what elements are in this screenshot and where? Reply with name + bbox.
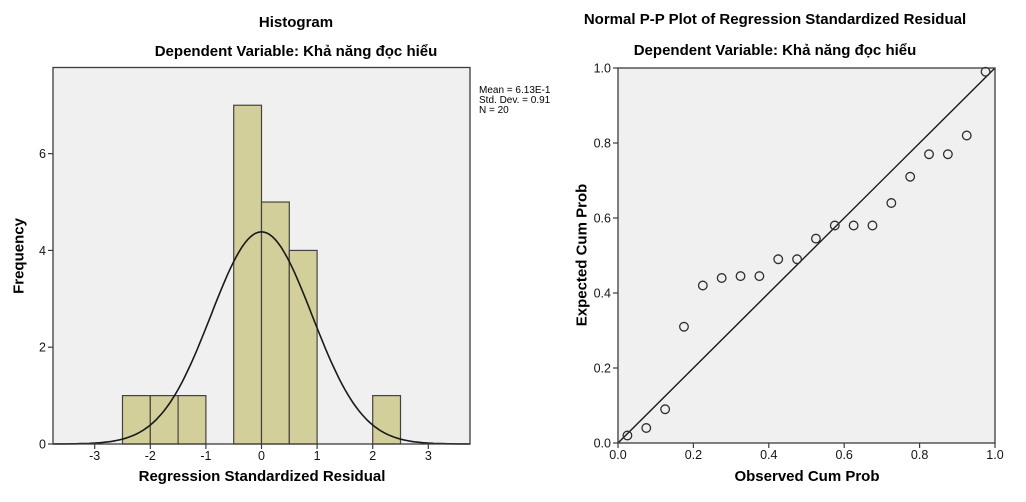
x-tick-label: 1 <box>314 449 321 463</box>
x-tick-label: 0.6 <box>836 448 853 462</box>
histogram-bar <box>260 201 290 445</box>
stat-mean: Mean = 6.13E-1 <box>479 86 551 96</box>
y-tick-label: 0.0 <box>594 437 611 451</box>
diagonal-reference-line <box>617 67 996 444</box>
x-tick-label: 3 <box>425 449 432 463</box>
pp-point <box>848 220 859 231</box>
pp-point <box>660 404 671 415</box>
histogram-yaxis-label: Frequency <box>10 218 28 294</box>
histogram-stats-block: Mean = 6.13E-1 Std. Dev. = 0.91 N = 20 <box>479 86 559 116</box>
histogram-plot: -3 -2 -1 0 1 2 3 0 2 4 6 <box>39 66 471 463</box>
pp-point <box>905 171 916 182</box>
pp-plot-chart: 0.0 0.2 0.4 0.6 0.8 1.0 0.0 0.2 0.4 0.6 0.8 1.0 Nor… <box>513 0 1026 502</box>
pp-point <box>773 254 784 265</box>
pp-point <box>924 149 934 160</box>
histogram-xaxis-label: Regression Standardized Residual <box>138 468 386 485</box>
x-tick-label: 0 <box>258 449 265 463</box>
y-tick-label: 1.0 <box>594 62 611 76</box>
pp-point <box>792 254 803 265</box>
pp-point <box>697 280 708 291</box>
x-tick-label: -1 <box>200 449 211 463</box>
pp-plot-xaxis-label: Observed Cum Prob <box>734 468 880 485</box>
stat-std-dev: Std. Dev. = 0.91 <box>479 95 551 106</box>
x-tick-label: 0.2 <box>685 448 702 462</box>
x-tick-label: -3 <box>89 449 100 463</box>
pp-point <box>679 321 689 332</box>
histogram-bar <box>177 395 207 445</box>
histogram-bar <box>149 395 179 445</box>
pp-plot-subtitle: Dependent Variable: Khả năng đọc hiểu <box>633 42 917 59</box>
pp-point <box>716 273 727 283</box>
y-tick-label: 0.4 <box>594 287 611 301</box>
pp-point <box>810 233 821 244</box>
plot-frame <box>617 67 996 444</box>
pp-point <box>622 430 633 441</box>
histogram-bar <box>372 395 402 445</box>
x-tick-label: -2 <box>145 449 156 463</box>
pp-point <box>829 220 840 231</box>
histogram-subtitle: Dependent Variable: Khả năng đọc hiểu <box>154 43 438 60</box>
y-tick-label: 0.2 <box>594 362 611 376</box>
y-tick-label: 2 <box>39 341 46 355</box>
x-tick-label: 1.0 <box>986 448 1003 462</box>
pp-point <box>942 149 953 160</box>
x-tick-label: 0.8 <box>911 448 928 462</box>
pp-point <box>886 198 897 208</box>
pp-point <box>641 423 652 433</box>
histogram-bar <box>121 395 151 445</box>
y-tick-label: 0.8 <box>594 137 611 151</box>
y-tick-label: 0.6 <box>594 212 611 226</box>
y-tick-label: 0 <box>39 438 46 452</box>
pp-point <box>735 271 746 282</box>
pp-plot: 0.0 0.2 0.4 0.6 0.8 1.0 0.0 0.2 0.4 0.6 0.8 1.0 <box>594 62 1004 463</box>
x-tick-label: 0.4 <box>760 448 777 462</box>
normal-curve <box>52 230 471 445</box>
histogram-chart: -3 -2 -1 0 1 2 3 0 2 4 6 Histogram Dependent Varia… <box>10 14 551 486</box>
histogram-bar <box>233 104 263 445</box>
pp-plot-yaxis-label: Expected Cum Prob <box>573 183 591 327</box>
y-tick-label: 4 <box>39 244 46 258</box>
histogram-bar <box>288 249 318 445</box>
pp-point <box>961 130 972 141</box>
stat-n: N = 20 <box>479 105 509 116</box>
x-tick-label: 0.0 <box>609 448 626 462</box>
pp-plot-title: Normal P-P Plot of Regression Standardiz… <box>583 11 967 28</box>
histogram-title: Histogram <box>258 14 334 31</box>
pp-point <box>754 271 765 282</box>
y-tick-label: 6 <box>39 147 46 161</box>
x-tick-label: 2 <box>369 449 376 463</box>
pp-point <box>867 220 878 231</box>
